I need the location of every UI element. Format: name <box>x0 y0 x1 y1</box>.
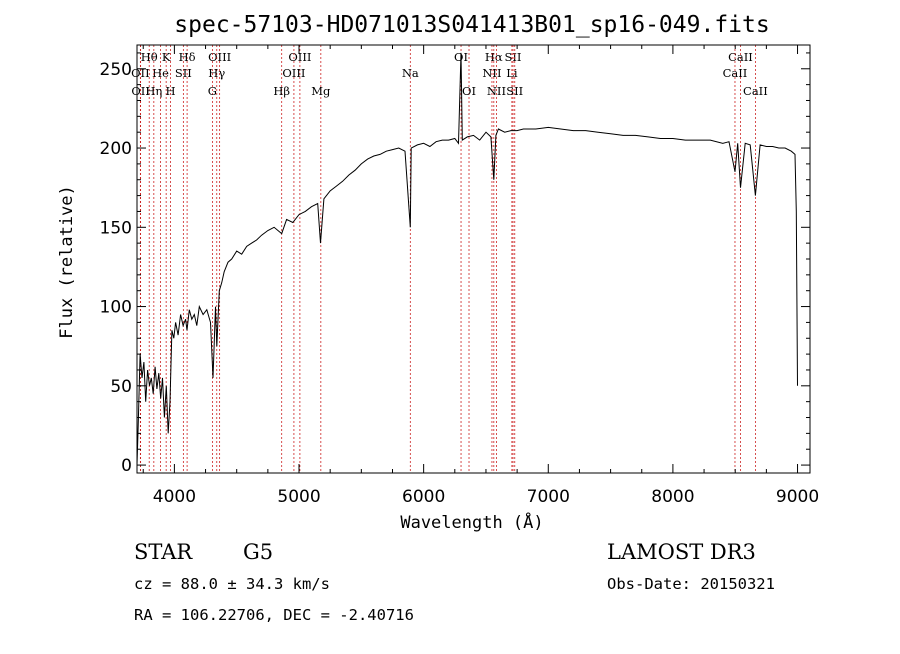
x-tick-label: 6000 <box>402 487 445 507</box>
line-marker-label: OII <box>131 84 150 98</box>
object-subclass: G5 <box>243 540 273 564</box>
x-tick-label: 9000 <box>776 487 819 507</box>
y-tick-label: 50 <box>110 377 132 397</box>
line-marker-label: SII <box>505 50 522 64</box>
line-marker-label: Hγ <box>208 66 225 80</box>
x-axis-label: Wavelength (Å) <box>400 511 543 533</box>
plot-frame <box>136 44 811 474</box>
observation-date: Obs-Date: 20150321 <box>607 575 775 593</box>
line-marker-label: Mg <box>311 84 331 98</box>
spectrum-line <box>136 52 798 466</box>
line-marker-label: K <box>162 50 171 64</box>
line-marker-label: CaII <box>723 66 748 80</box>
y-tick-label: 250 <box>100 60 132 80</box>
y-tick-label: 100 <box>100 298 132 318</box>
line-marker-label: OIII <box>282 66 305 80</box>
line-marker-label: Hα <box>485 50 503 64</box>
line-marker-label: Hη <box>145 84 162 98</box>
line-marker-label: SII <box>506 84 523 98</box>
x-tick-label: 8000 <box>651 487 694 507</box>
line-marker-label: He <box>152 66 169 80</box>
survey-name: LAMOST DR3 <box>607 540 756 564</box>
line-marker-label: OI <box>462 84 476 98</box>
line-marker-label: H <box>166 84 176 98</box>
line-marker-label: OIII <box>208 50 231 64</box>
chart-title: spec-57103-HD071013S041413B01_sp16-049.f… <box>174 12 769 38</box>
line-marker-label: G <box>208 84 217 98</box>
x-tick-label: 4000 <box>153 487 196 507</box>
line-marker-label: Na <box>402 66 419 80</box>
line-marker-label: Li <box>506 66 518 80</box>
line-marker-label: Hθ <box>141 50 158 64</box>
y-axis: 0 50 100 150 200 250 <box>100 52 810 476</box>
redshift-cz: cz = 88.0 ± 34.3 km/s <box>134 575 330 593</box>
x-tick-label: 7000 <box>527 487 570 507</box>
y-tick-label: 150 <box>100 218 132 238</box>
y-tick-label: 200 <box>100 139 132 159</box>
line-marker-label: SII <box>175 66 192 80</box>
object-class: STAR <box>134 540 193 564</box>
line-marker-label: CaII <box>743 84 768 98</box>
line-marker-label: NII <box>482 66 501 80</box>
line-marker-label: OIII <box>288 50 311 64</box>
sky-coordinates: RA = 106.22706, DEC = -2.40716 <box>134 606 414 624</box>
line-marker-label: Hβ <box>273 84 290 98</box>
line-marker-label: Hδ <box>179 50 196 64</box>
x-axis: 4000 5000 6000 7000 8000 9000 <box>142 45 819 507</box>
x-tick-label: 5000 <box>277 487 320 507</box>
y-tick-label: 0 <box>121 456 132 476</box>
line-marker-label: CaII <box>728 50 753 64</box>
line-marker-label: NII <box>487 84 506 98</box>
y-axis-label: Flux (relative) <box>57 185 77 339</box>
